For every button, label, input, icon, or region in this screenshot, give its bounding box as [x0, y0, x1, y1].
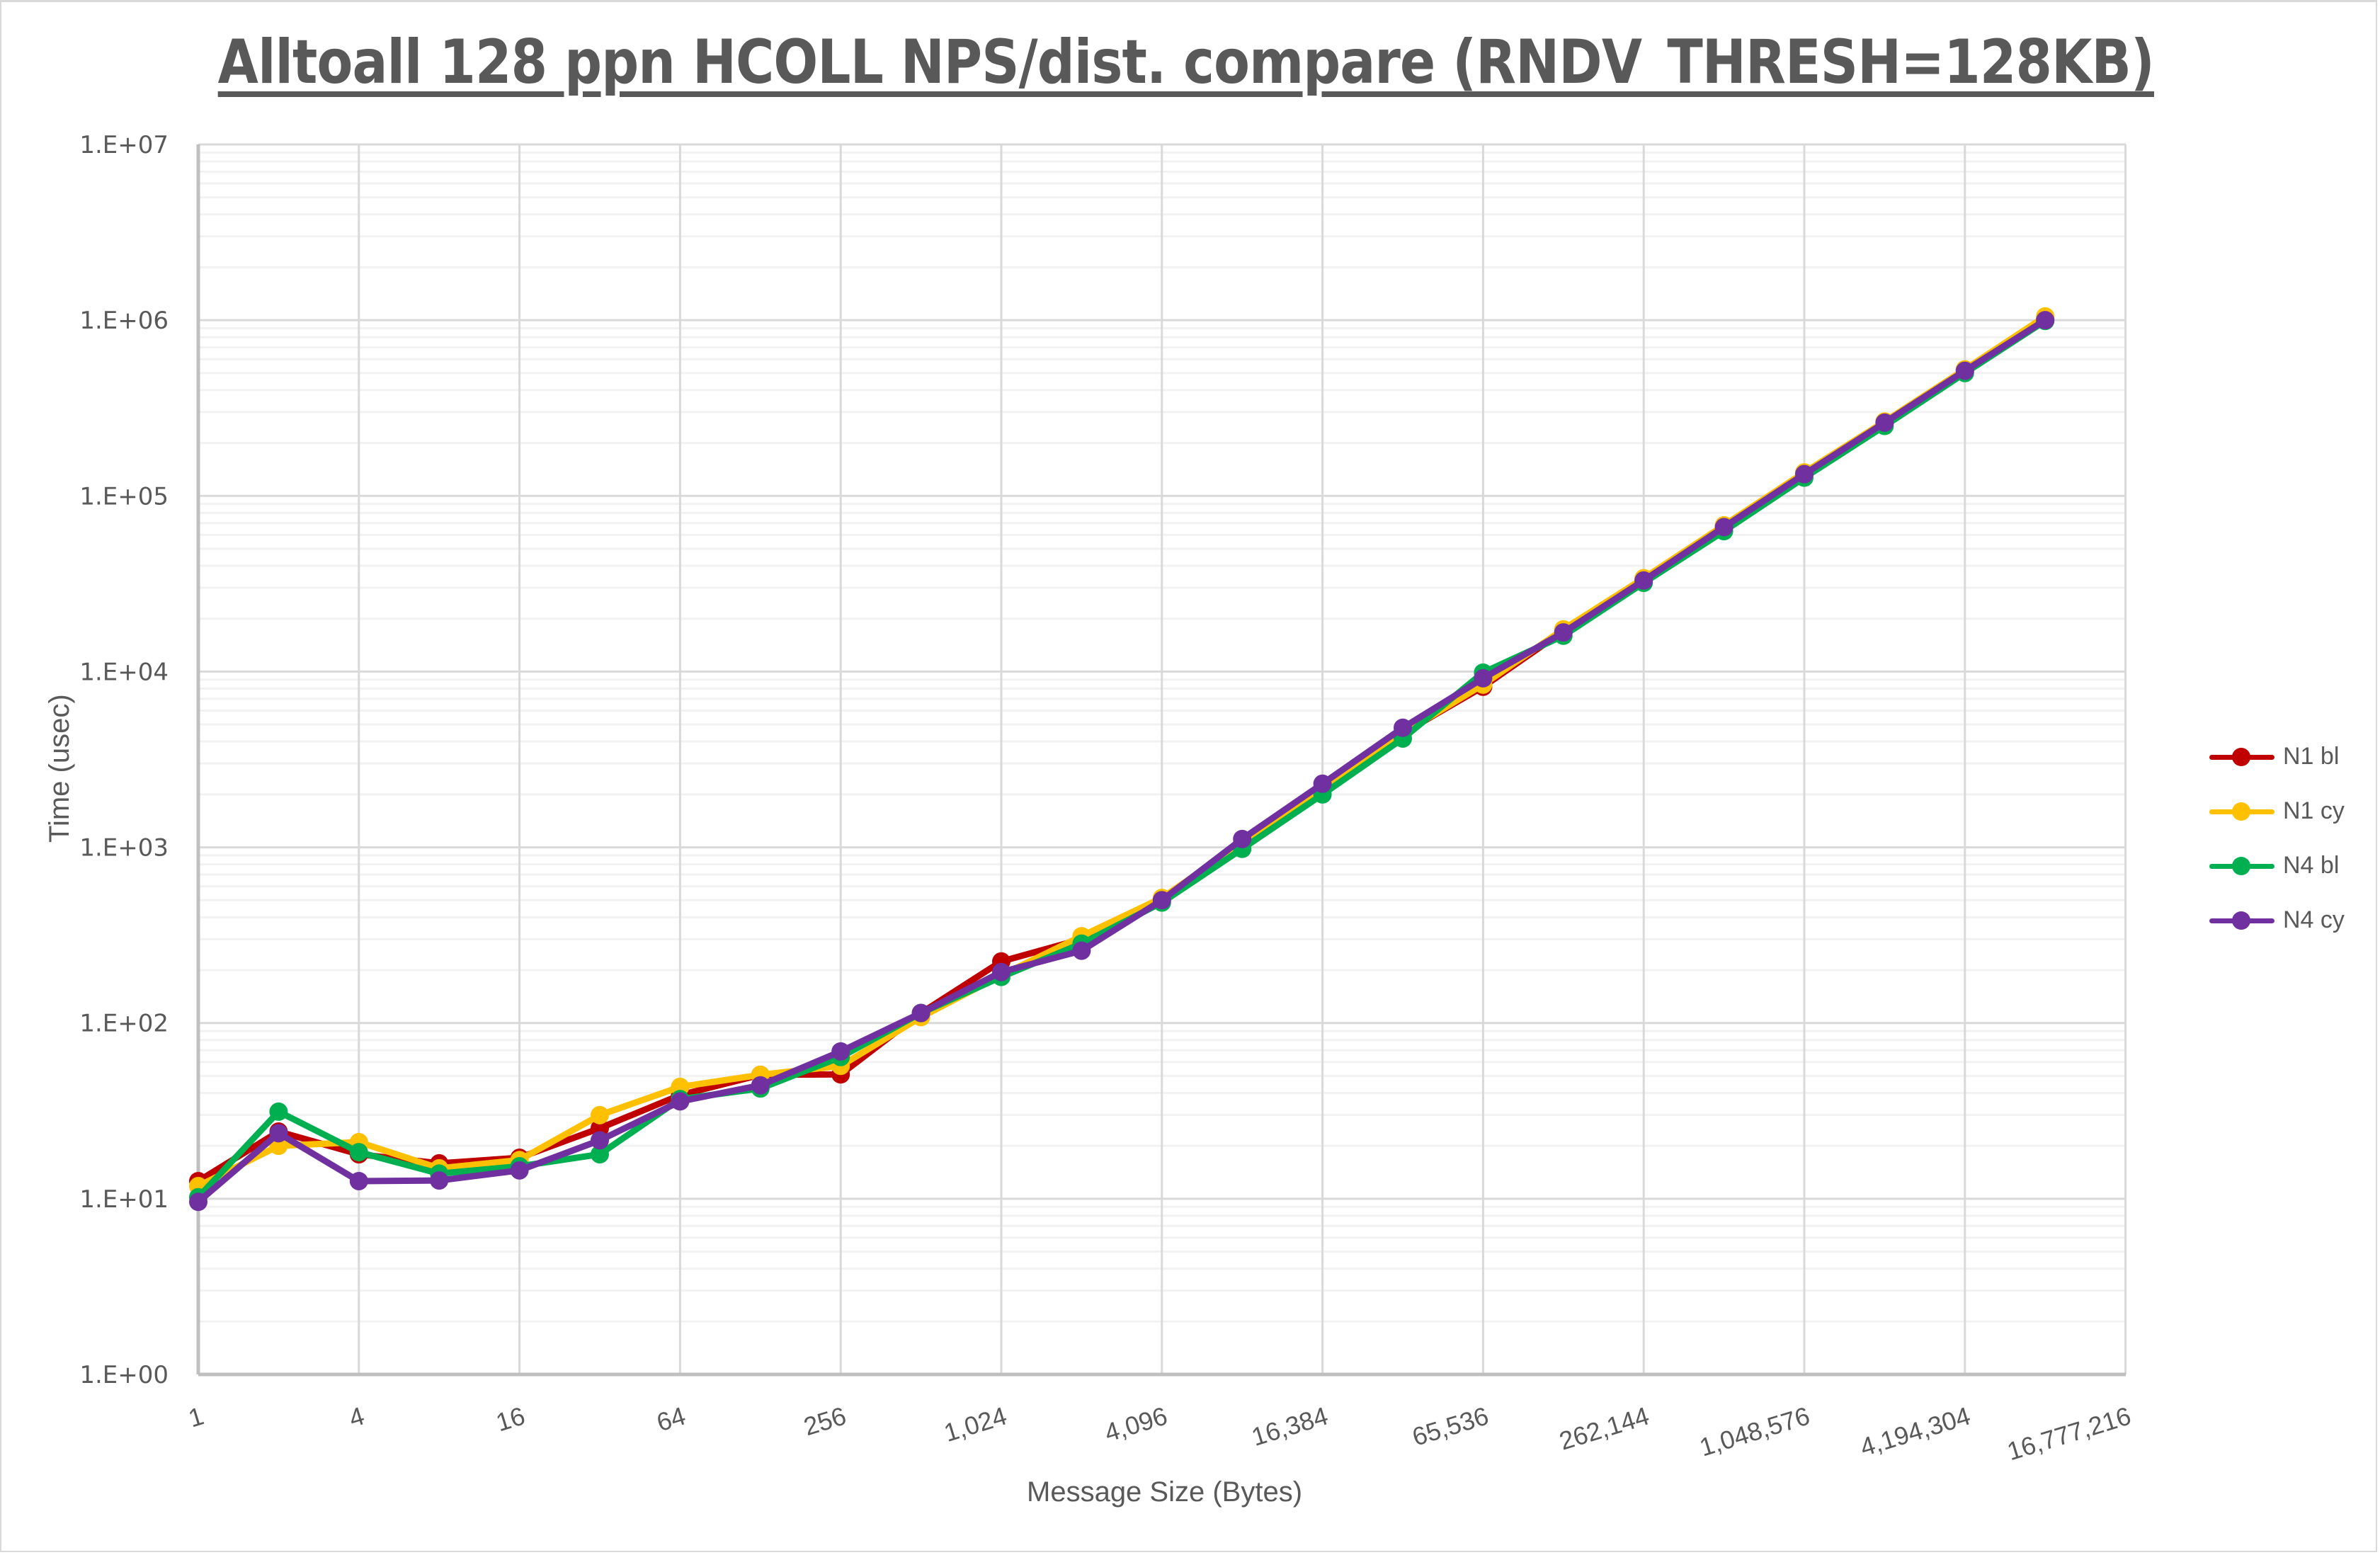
- data-point-marker[interactable]: [510, 1161, 529, 1180]
- chart-title: Alltoall 128 ppn HCOLL NPS/dist. compare…: [217, 27, 2155, 98]
- data-point-marker[interactable]: [1313, 774, 1332, 793]
- line-marker-icon: [2208, 855, 2276, 877]
- y-tick-label: 1.E+03: [79, 834, 169, 862]
- line-marker-icon: [2208, 801, 2276, 822]
- x-tick-label: 4,096: [1101, 1401, 1171, 1447]
- legend-label: N1 cy: [2283, 797, 2345, 824]
- data-point-marker[interactable]: [992, 962, 1010, 981]
- y-axis-label: Time (usec): [44, 694, 75, 843]
- y-tick-label: 1.E+07: [79, 131, 169, 159]
- data-point-marker[interactable]: [430, 1171, 449, 1190]
- y-tick-label: 1.E+04: [79, 658, 169, 686]
- x-tick-label: 1,024: [940, 1401, 1010, 1447]
- data-point-marker[interactable]: [269, 1124, 288, 1143]
- data-point-marker[interactable]: [1152, 891, 1171, 910]
- data-point-marker[interactable]: [591, 1131, 609, 1150]
- x-tick-label: 4: [346, 1401, 368, 1432]
- data-point-marker[interactable]: [349, 1143, 368, 1162]
- x-tick-label: 262,144: [1556, 1401, 1652, 1455]
- y-tick-label: 1.E+06: [79, 307, 169, 335]
- line-marker-icon: [2208, 746, 2276, 768]
- x-tick-label: 256: [800, 1401, 849, 1441]
- legend-label: N1 bl: [2283, 743, 2340, 770]
- data-point-marker[interactable]: [1875, 413, 1894, 432]
- data-point-marker[interactable]: [189, 1192, 207, 1212]
- x-tick-label: 4,194,304: [1857, 1401, 1974, 1462]
- y-tick-label: 1.E+02: [79, 1010, 169, 1038]
- legend-item-n4-cy[interactable]: N4 cy: [2208, 893, 2345, 947]
- line-marker-icon: [2208, 910, 2276, 931]
- x-tick-label: 1,048,576: [1696, 1401, 1813, 1462]
- x-tick-label: 16,777,216: [2004, 1401, 2134, 1466]
- legend-label: N4 cy: [2283, 906, 2345, 933]
- series-n4-bl: [189, 312, 2055, 1207]
- x-tick-label: 65,536: [1408, 1401, 1491, 1451]
- data-point-marker[interactable]: [751, 1076, 770, 1095]
- data-point-marker[interactable]: [1714, 518, 1733, 537]
- x-tick-label: 16: [493, 1401, 528, 1437]
- data-point-marker[interactable]: [831, 1042, 850, 1061]
- x-tick-label: 16,384: [1248, 1401, 1331, 1451]
- data-point-marker[interactable]: [1795, 465, 1814, 484]
- gridlines: [197, 143, 2127, 1376]
- legend-label: N4 bl: [2283, 852, 2340, 879]
- data-point-marker[interactable]: [591, 1105, 609, 1124]
- data-point-marker[interactable]: [1072, 941, 1091, 960]
- x-axis-label: Message Size (Bytes): [1027, 1476, 1303, 1508]
- y-tick-label: 1.E+00: [79, 1361, 169, 1389]
- data-point-marker[interactable]: [671, 1092, 690, 1111]
- data-point-marker[interactable]: [1955, 361, 1974, 380]
- legend-item-n4-bl[interactable]: N4 bl: [2208, 838, 2345, 893]
- data-point-marker[interactable]: [2036, 311, 2055, 330]
- legend-item-n1-bl[interactable]: N1 bl: [2208, 729, 2345, 784]
- legend-item-n1-cy[interactable]: N1 cy: [2208, 784, 2345, 838]
- legend: N1 bl N1 cy N4 bl N4 cy: [2208, 729, 2345, 947]
- data-point-marker[interactable]: [591, 1145, 609, 1164]
- x-tick-label: 64: [653, 1401, 688, 1437]
- y-tick-label: 1.E+05: [79, 482, 169, 511]
- data-point-marker[interactable]: [1554, 623, 1573, 642]
- data-point-marker[interactable]: [1474, 668, 1493, 688]
- y-tick-label: 1.E+01: [79, 1185, 169, 1214]
- series-n4-cy: [189, 311, 2055, 1212]
- data-point-marker[interactable]: [1394, 718, 1412, 737]
- series-n1-bl: [189, 309, 2055, 1190]
- data-point-marker[interactable]: [269, 1102, 288, 1121]
- data-point-marker[interactable]: [1634, 571, 1653, 590]
- data-point-marker[interactable]: [911, 1003, 930, 1023]
- data-point-marker[interactable]: [1233, 829, 1252, 848]
- x-tick-label: 1: [185, 1401, 207, 1432]
- data-point-marker[interactable]: [349, 1171, 368, 1190]
